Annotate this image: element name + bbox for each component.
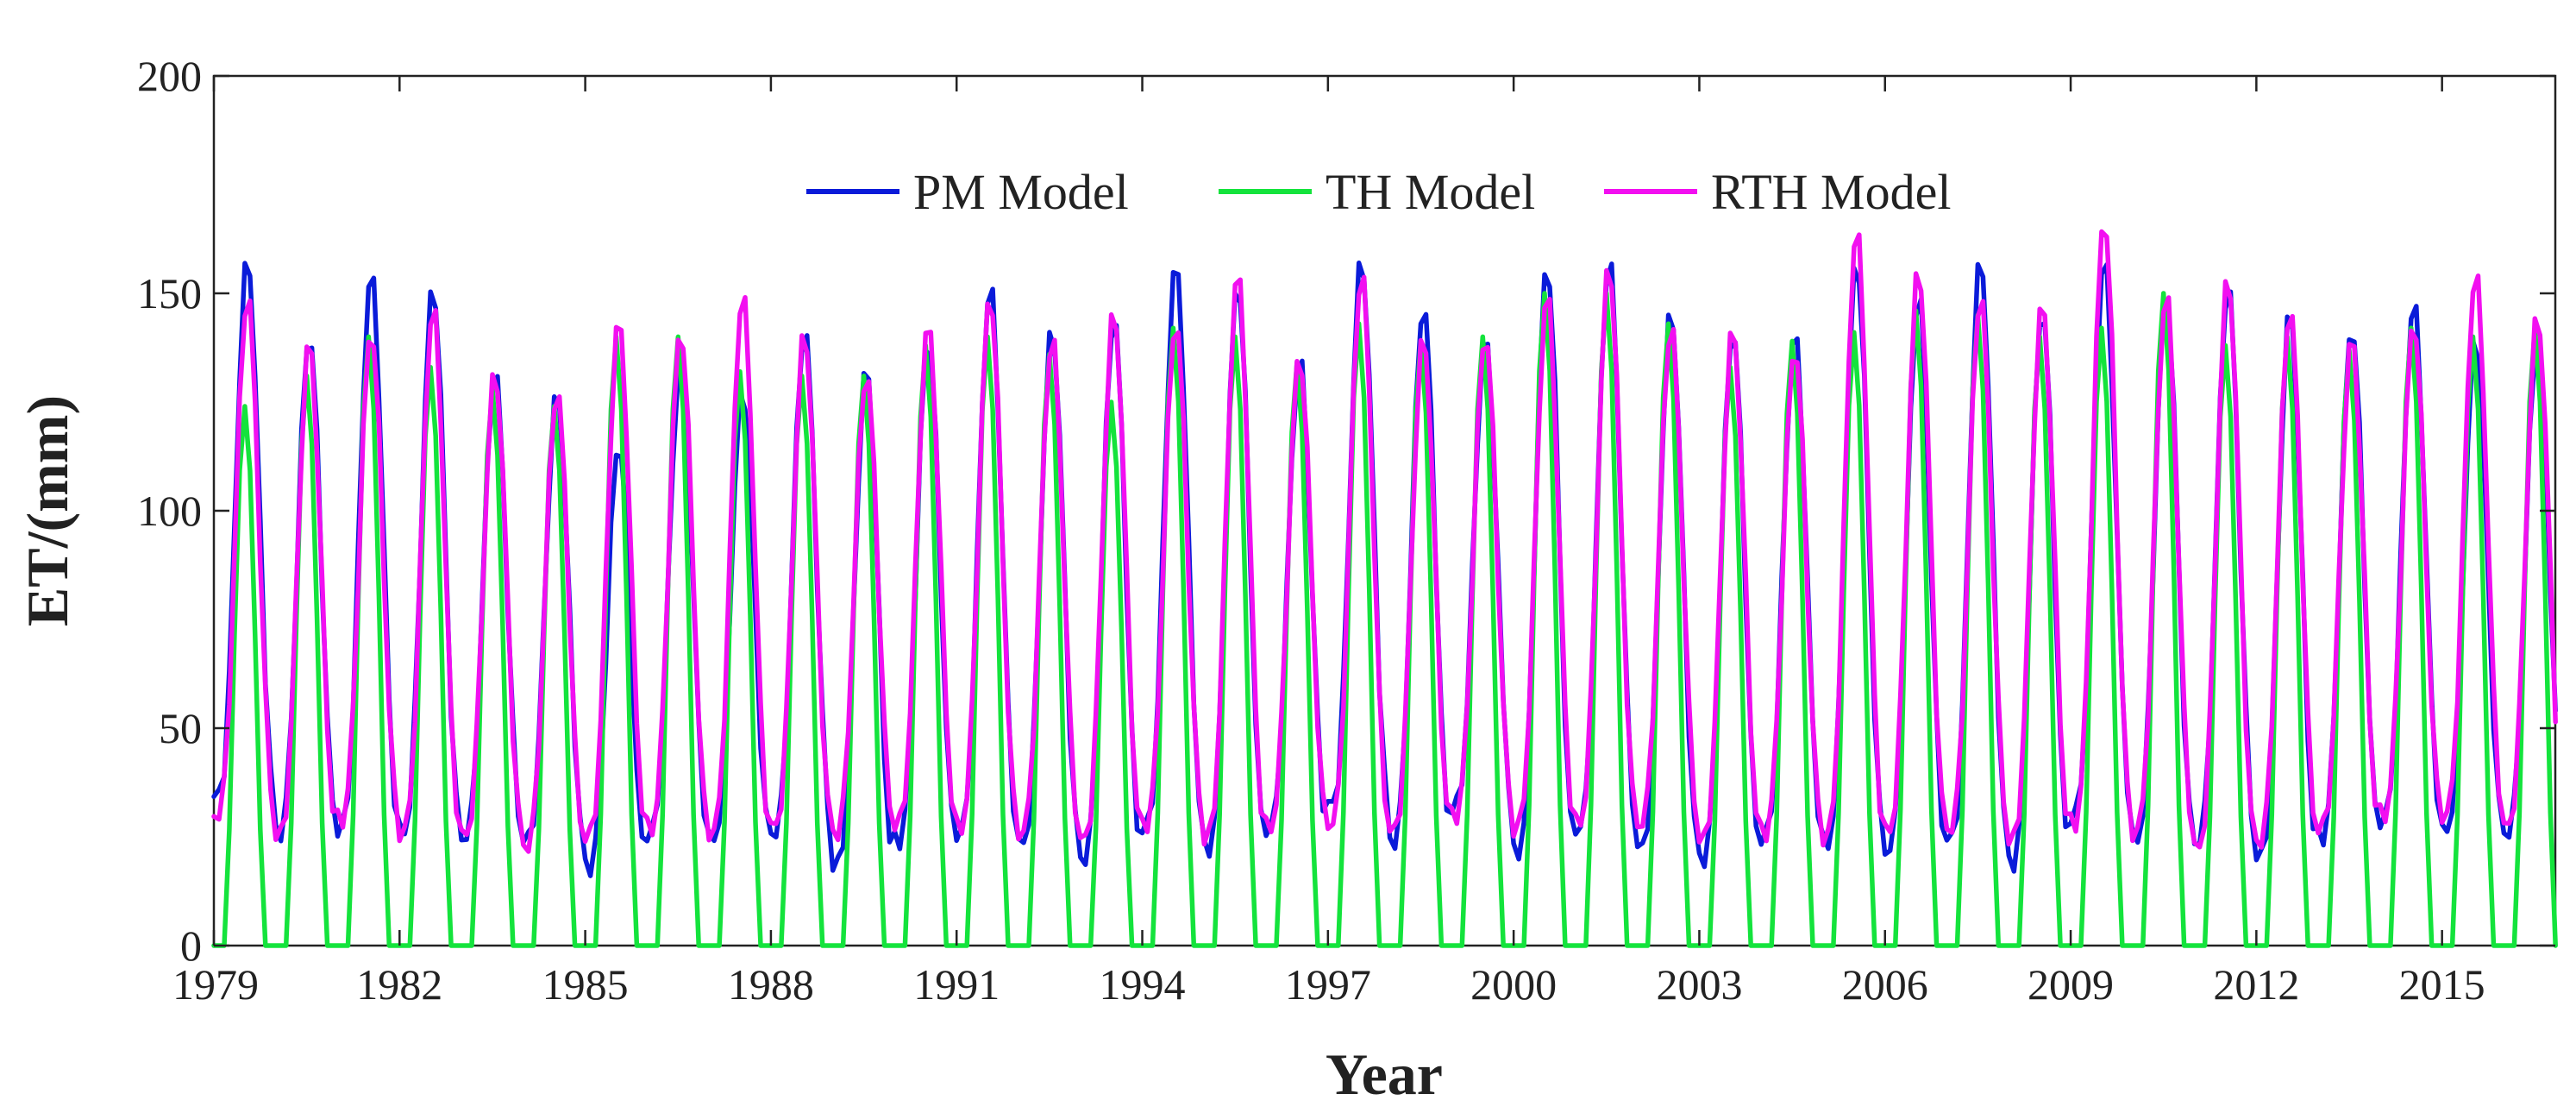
x-tick-label: 2009 <box>2028 960 2114 1009</box>
y-tick-label: 150 <box>137 269 202 317</box>
y-tick-label: 200 <box>137 52 202 100</box>
x-tick-label: 2000 <box>1470 960 1557 1009</box>
x-tick-label: 2012 <box>2213 960 2299 1009</box>
y-axis-title: ET/(mm) <box>15 395 80 626</box>
x-tick-label: 2006 <box>1842 960 1928 1009</box>
series-line-rth-model <box>211 229 2558 854</box>
x-tick-label: 1985 <box>542 960 629 1009</box>
series-layer <box>211 229 2558 948</box>
y-tick-label: 100 <box>137 487 202 535</box>
x-tick-label: 1988 <box>728 960 814 1009</box>
x-tick-label: 1979 <box>172 960 259 1009</box>
x-tick-label: 2003 <box>1656 960 1742 1009</box>
x-axis-title: Year <box>1326 1041 1443 1107</box>
x-tick-label: 1982 <box>356 960 442 1009</box>
x-tick-label: 1994 <box>1100 960 1186 1009</box>
y-tick-label: 50 <box>159 704 202 752</box>
legend-label: TH Model <box>1326 164 1535 220</box>
x-tick-label: 1997 <box>1285 960 1371 1009</box>
legend-label: RTH Model <box>1711 164 1951 220</box>
legend-label: PM Model <box>913 164 1129 220</box>
y-tick-label: 0 <box>180 921 202 970</box>
x-tick-label: 1991 <box>913 960 1000 1009</box>
x-tick-label: 2015 <box>2399 960 2485 1009</box>
legend: PM Model TH Model RTH Model <box>806 164 1951 220</box>
tick-layer: 0 50 100 150 200 1979 1982 1985 1988 1991 1994 1997… <box>137 52 2555 1009</box>
